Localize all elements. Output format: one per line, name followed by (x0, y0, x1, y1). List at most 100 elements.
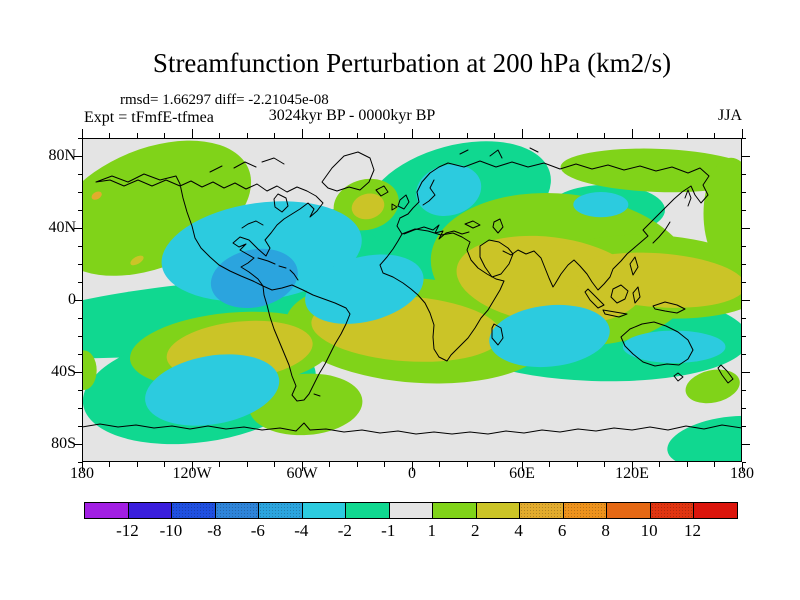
lat-tick (742, 173, 746, 175)
lon-tick (686, 133, 688, 138)
lon-tick (411, 129, 413, 138)
lat-tick (742, 227, 750, 229)
contour-region-equatorial-pacific (82, 277, 397, 359)
colorbar-tick-label: -6 (250, 521, 265, 540)
lon-tick (301, 129, 303, 138)
lon-tick (219, 133, 220, 138)
page-title: Streamfunction Perturbation at 200 hPa (… (152, 48, 672, 78)
lat-tick (742, 137, 746, 139)
lon-tick (329, 462, 330, 467)
lat-tick (78, 245, 82, 247)
lon-tick (136, 133, 138, 138)
colorbar-tick-label: 10 (640, 521, 658, 540)
contour-region-tropical-atlantic-core (305, 254, 424, 324)
coast-new-zealand (717, 364, 734, 384)
colorbar-segment-1 (127, 503, 172, 518)
lon-tick (109, 133, 110, 138)
lat-tick (78, 461, 82, 463)
lon-tick (549, 133, 550, 138)
coast-africa (379, 228, 505, 362)
lon-tick (219, 462, 220, 467)
lat-tick (742, 443, 750, 445)
colorbar-segment-12 (606, 503, 650, 518)
lat-tick (742, 425, 746, 427)
contour-region-australia-core (622, 330, 726, 363)
map-frame (82, 138, 742, 462)
lat-tick (742, 353, 746, 355)
lon-tick-label: 0 (408, 465, 416, 482)
lon-tick (356, 462, 358, 467)
contour-region-south-of-iceland-core (351, 193, 385, 220)
lon-tick (191, 462, 193, 471)
colorbar-segment-3 (214, 503, 259, 518)
lon-tick-label: 60W (286, 465, 318, 482)
coast-south-america (262, 284, 351, 402)
coast-madagascar (491, 323, 504, 346)
colorbar (84, 502, 738, 519)
contour-region-south-pacific-core (145, 354, 280, 426)
lon-tick-label: 180 (70, 465, 94, 482)
lat-tick (78, 281, 82, 283)
stats-line: rmsd= 1.66297 diff= -2.21045e-08 (120, 92, 329, 108)
lon-tick (604, 133, 605, 138)
world-map-plot (82, 138, 742, 462)
lat-tick (74, 299, 82, 301)
lat-tick (78, 173, 82, 175)
coast-arctic-islands (209, 147, 539, 173)
lat-tick (78, 353, 82, 355)
contour-region-new-zealand (685, 369, 740, 404)
lat-tick (742, 371, 750, 373)
lon-tick-label: 120E (615, 465, 649, 482)
contour-region-scandinavia-core (416, 164, 482, 216)
colorbar-segment-11 (562, 503, 607, 518)
lon-tick (549, 462, 550, 467)
lon-tick-label: 60E (509, 465, 535, 482)
coast-great-lakes (241, 220, 264, 229)
experiment-label: Expt = tFmfE-tfmea (84, 109, 214, 126)
colorbar-tick-label: 8 (601, 521, 610, 540)
lat-tick-label: 0 (68, 291, 76, 308)
lon-tick (164, 133, 165, 138)
colorbar-segment-6 (345, 503, 389, 518)
lat-tick (78, 317, 82, 319)
lon-tick (384, 133, 385, 138)
contour-region-mongolia-core (573, 192, 629, 218)
lat-tick (78, 425, 82, 427)
colorbar-tick-label: 6 (557, 521, 567, 540)
lat-tick (78, 191, 82, 193)
colorbar-segment-5 (301, 503, 346, 518)
lon-tick (714, 133, 715, 138)
colorbar-tick-label: 4 (514, 521, 523, 540)
colorbar-tick-label: 12 (684, 521, 702, 540)
lat-tick (74, 443, 82, 445)
lat-tick (742, 191, 746, 193)
colorbar-segment-0 (85, 503, 128, 518)
coast-asia (447, 160, 710, 291)
lat-tick-label: 80N (48, 147, 76, 164)
period-label: 3024kyr BP - 0000kyr BP (268, 107, 436, 124)
lon-tick (686, 462, 688, 467)
coast-arabia (479, 239, 514, 278)
lon-tick-label: 120W (172, 465, 212, 482)
lon-tick (274, 133, 275, 138)
lon-tick (576, 462, 578, 467)
colorbar-tick-label: 1 (427, 521, 436, 540)
coast-british-isles (391, 194, 410, 211)
lon-tick (439, 462, 440, 467)
lon-tick (301, 462, 303, 471)
lon-tick (246, 133, 248, 138)
lon-tick (714, 462, 715, 467)
lon-tick (164, 462, 165, 467)
lon-tick (631, 462, 633, 471)
coast-australia (620, 321, 694, 382)
colorbar-segment-8 (432, 503, 476, 518)
colorbar-tick-label: -1 (381, 521, 396, 540)
contour-region-bering-speck (91, 191, 102, 200)
contour-region-southeast-antarctic (667, 415, 742, 462)
lat-tick-label: 40N (48, 219, 76, 236)
lat-tick (742, 263, 746, 265)
lat-tick (742, 389, 746, 391)
lon-tick (109, 462, 110, 467)
lat-tick (742, 317, 746, 319)
colorbar-segment-7 (388, 503, 433, 518)
